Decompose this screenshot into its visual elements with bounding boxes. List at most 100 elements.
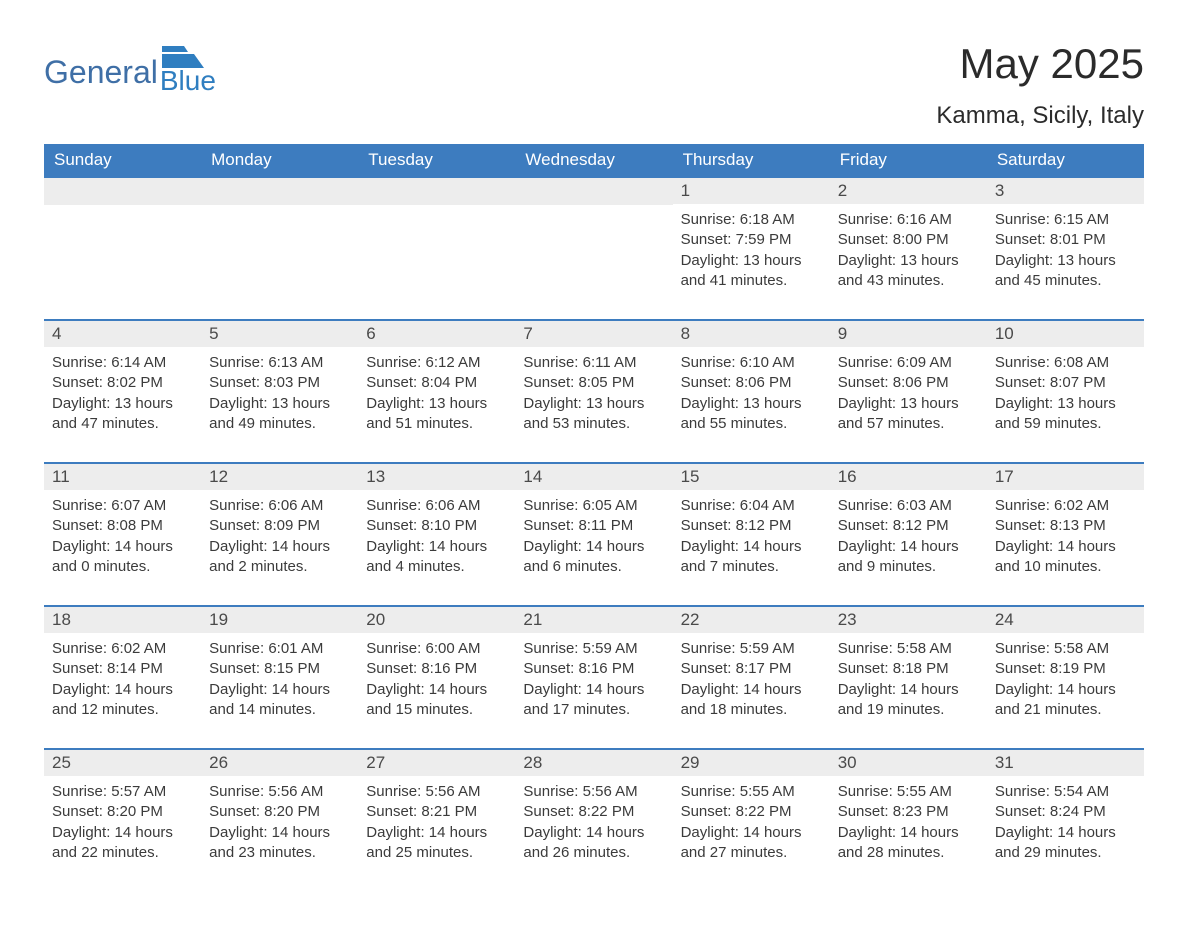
calendar-day-cell: 16Sunrise: 6:03 AMSunset: 8:12 PMDayligh…	[830, 463, 987, 606]
daylight-line: Daylight: 13 hours and 45 minutes.	[995, 251, 1136, 292]
day-details: Sunrise: 6:09 AMSunset: 8:06 PMDaylight:…	[830, 347, 987, 434]
calendar-day-cell: 28Sunrise: 5:56 AMSunset: 8:22 PMDayligh…	[515, 749, 672, 891]
daylight-line: Daylight: 14 hours and 2 minutes.	[209, 537, 350, 578]
calendar-day-cell: 27Sunrise: 5:56 AMSunset: 8:21 PMDayligh…	[358, 749, 515, 891]
sunrise-line: Sunrise: 5:55 AM	[838, 782, 979, 802]
location: Kamma, Sicily, Italy	[936, 102, 1144, 130]
day-details: Sunrise: 5:59 AMSunset: 8:17 PMDaylight:…	[673, 633, 830, 720]
day-details: Sunrise: 5:55 AMSunset: 8:23 PMDaylight:…	[830, 776, 987, 863]
sunset-line: Sunset: 8:22 PM	[681, 802, 822, 822]
day-number: 13	[358, 464, 515, 490]
day-number: 31	[987, 750, 1144, 776]
sunset-line: Sunset: 8:24 PM	[995, 802, 1136, 822]
day-number: 6	[358, 321, 515, 347]
daylight-line: Daylight: 14 hours and 17 minutes.	[523, 680, 664, 721]
sunrise-line: Sunrise: 6:07 AM	[52, 496, 193, 516]
calendar-week-row: 1Sunrise: 6:18 AMSunset: 7:59 PMDaylight…	[44, 177, 1144, 320]
sunrise-line: Sunrise: 6:13 AM	[209, 353, 350, 373]
daylight-line: Daylight: 14 hours and 7 minutes.	[681, 537, 822, 578]
sunrise-line: Sunrise: 5:59 AM	[523, 639, 664, 659]
calendar-day-cell: 6Sunrise: 6:12 AMSunset: 8:04 PMDaylight…	[358, 320, 515, 463]
day-details: Sunrise: 6:15 AMSunset: 8:01 PMDaylight:…	[987, 204, 1144, 291]
calendar-day-cell: 2Sunrise: 6:16 AMSunset: 8:00 PMDaylight…	[830, 177, 987, 320]
sunrise-line: Sunrise: 5:56 AM	[209, 782, 350, 802]
sunrise-line: Sunrise: 6:01 AM	[209, 639, 350, 659]
sunrise-line: Sunrise: 6:06 AM	[209, 496, 350, 516]
day-number: 25	[44, 750, 201, 776]
sunset-line: Sunset: 8:19 PM	[995, 659, 1136, 679]
calendar-day-cell: 9Sunrise: 6:09 AMSunset: 8:06 PMDaylight…	[830, 320, 987, 463]
day-details: Sunrise: 6:11 AMSunset: 8:05 PMDaylight:…	[515, 347, 672, 434]
sunrise-line: Sunrise: 6:16 AM	[838, 210, 979, 230]
calendar-day-cell: 10Sunrise: 6:08 AMSunset: 8:07 PMDayligh…	[987, 320, 1144, 463]
logo-word1: General	[44, 54, 158, 91]
sunrise-line: Sunrise: 6:09 AM	[838, 353, 979, 373]
logo: General Blue	[44, 40, 216, 93]
calendar-day-cell: 21Sunrise: 5:59 AMSunset: 8:16 PMDayligh…	[515, 606, 672, 749]
calendar-day-cell: 19Sunrise: 6:01 AMSunset: 8:15 PMDayligh…	[201, 606, 358, 749]
daylight-line: Daylight: 14 hours and 18 minutes.	[681, 680, 822, 721]
day-number: 2	[830, 178, 987, 204]
day-number: 21	[515, 607, 672, 633]
calendar-empty-cell	[358, 177, 515, 320]
daylight-line: Daylight: 14 hours and 22 minutes.	[52, 823, 193, 864]
day-number: 14	[515, 464, 672, 490]
weekday-header: Sunday	[44, 144, 201, 177]
day-details: Sunrise: 6:12 AMSunset: 8:04 PMDaylight:…	[358, 347, 515, 434]
weekday-header-row: Sunday Monday Tuesday Wednesday Thursday…	[44, 144, 1144, 177]
sunset-line: Sunset: 8:17 PM	[681, 659, 822, 679]
calendar-day-cell: 18Sunrise: 6:02 AMSunset: 8:14 PMDayligh…	[44, 606, 201, 749]
day-details: Sunrise: 5:56 AMSunset: 8:21 PMDaylight:…	[358, 776, 515, 863]
day-details: Sunrise: 6:01 AMSunset: 8:15 PMDaylight:…	[201, 633, 358, 720]
month-title: May 2025	[936, 40, 1144, 88]
sunset-line: Sunset: 8:08 PM	[52, 516, 193, 536]
daylight-line: Daylight: 13 hours and 53 minutes.	[523, 394, 664, 435]
daylight-line: Daylight: 14 hours and 23 minutes.	[209, 823, 350, 864]
sunset-line: Sunset: 7:59 PM	[681, 230, 822, 250]
day-details: Sunrise: 6:10 AMSunset: 8:06 PMDaylight:…	[673, 347, 830, 434]
day-number: 11	[44, 464, 201, 490]
sunrise-line: Sunrise: 6:06 AM	[366, 496, 507, 516]
sunrise-line: Sunrise: 6:18 AM	[681, 210, 822, 230]
daylight-line: Daylight: 14 hours and 6 minutes.	[523, 537, 664, 578]
sunset-line: Sunset: 8:11 PM	[523, 516, 664, 536]
calendar-empty-cell	[201, 177, 358, 320]
logo-right: Blue	[160, 52, 216, 93]
weekday-header: Saturday	[987, 144, 1144, 177]
calendar-body: 1Sunrise: 6:18 AMSunset: 7:59 PMDaylight…	[44, 177, 1144, 891]
sunset-line: Sunset: 8:12 PM	[838, 516, 979, 536]
day-number: 4	[44, 321, 201, 347]
sunset-line: Sunset: 8:07 PM	[995, 373, 1136, 393]
calendar-day-cell: 17Sunrise: 6:02 AMSunset: 8:13 PMDayligh…	[987, 463, 1144, 606]
calendar-day-cell: 14Sunrise: 6:05 AMSunset: 8:11 PMDayligh…	[515, 463, 672, 606]
daylight-line: Daylight: 13 hours and 57 minutes.	[838, 394, 979, 435]
daylight-line: Daylight: 13 hours and 49 minutes.	[209, 394, 350, 435]
calendar-day-cell: 13Sunrise: 6:06 AMSunset: 8:10 PMDayligh…	[358, 463, 515, 606]
calendar-day-cell: 20Sunrise: 6:00 AMSunset: 8:16 PMDayligh…	[358, 606, 515, 749]
daylight-line: Daylight: 14 hours and 0 minutes.	[52, 537, 193, 578]
daylight-line: Daylight: 14 hours and 27 minutes.	[681, 823, 822, 864]
sunset-line: Sunset: 8:20 PM	[209, 802, 350, 822]
day-details: Sunrise: 6:05 AMSunset: 8:11 PMDaylight:…	[515, 490, 672, 577]
day-number: 28	[515, 750, 672, 776]
sunrise-line: Sunrise: 6:04 AM	[681, 496, 822, 516]
sunrise-line: Sunrise: 6:02 AM	[995, 496, 1136, 516]
sunrise-line: Sunrise: 6:14 AM	[52, 353, 193, 373]
sunrise-line: Sunrise: 6:11 AM	[523, 353, 664, 373]
sunset-line: Sunset: 8:22 PM	[523, 802, 664, 822]
calendar-week-row: 18Sunrise: 6:02 AMSunset: 8:14 PMDayligh…	[44, 606, 1144, 749]
daylight-line: Daylight: 14 hours and 26 minutes.	[523, 823, 664, 864]
day-number: 19	[201, 607, 358, 633]
calendar-day-cell: 30Sunrise: 5:55 AMSunset: 8:23 PMDayligh…	[830, 749, 987, 891]
day-details: Sunrise: 6:07 AMSunset: 8:08 PMDaylight:…	[44, 490, 201, 577]
daylight-line: Daylight: 13 hours and 55 minutes.	[681, 394, 822, 435]
day-number: 8	[673, 321, 830, 347]
day-number: 22	[673, 607, 830, 633]
day-details: Sunrise: 6:18 AMSunset: 7:59 PMDaylight:…	[673, 204, 830, 291]
day-details: Sunrise: 6:04 AMSunset: 8:12 PMDaylight:…	[673, 490, 830, 577]
weekday-header: Friday	[830, 144, 987, 177]
daylight-line: Daylight: 14 hours and 28 minutes.	[838, 823, 979, 864]
sunrise-line: Sunrise: 6:05 AM	[523, 496, 664, 516]
day-number: 15	[673, 464, 830, 490]
day-details: Sunrise: 6:06 AMSunset: 8:09 PMDaylight:…	[201, 490, 358, 577]
